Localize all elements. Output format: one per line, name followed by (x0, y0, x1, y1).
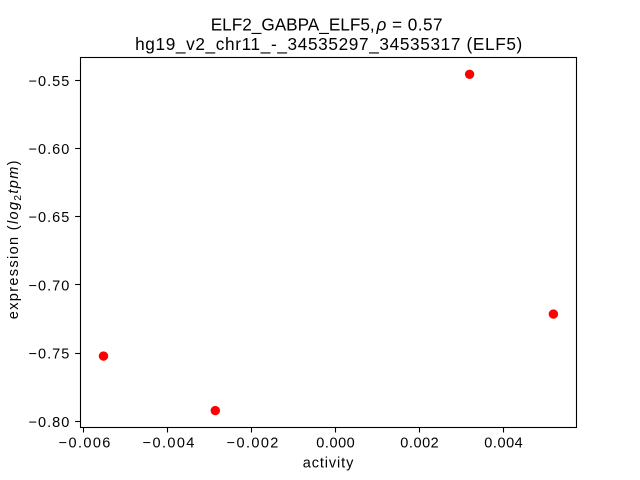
svg-text:activity: activity (303, 456, 355, 472)
svg-text:hg19_v2_chr11_-_34535297_34535: hg19_v2_chr11_-_34535297_34535317 (ELF5) (135, 34, 523, 54)
svg-text:0.002: 0.002 (400, 436, 439, 452)
svg-text:−0.55: −0.55 (29, 74, 71, 90)
svg-text:−0.002: −0.002 (227, 436, 280, 452)
svg-text:−0.75: −0.75 (29, 347, 71, 363)
svg-text:−0.80: −0.80 (29, 415, 71, 431)
svg-text:expression (log2tpm): expression (log2tpm) (6, 159, 24, 319)
svg-text:0.004: 0.004 (484, 436, 523, 452)
svg-text:ρ = 0.57: ρ = 0.57 (376, 15, 444, 35)
svg-text:0.000: 0.000 (316, 436, 355, 452)
svg-text:−0.70: −0.70 (29, 278, 71, 294)
svg-text:ELF2_GABPA_ELF5,: ELF2_GABPA_ELF5, (211, 15, 375, 35)
svg-text:−0.65: −0.65 (29, 210, 71, 226)
svg-text:−0.006: −0.006 (59, 436, 112, 452)
svg-text:−0.004: −0.004 (143, 436, 196, 452)
svg-text:−0.60: −0.60 (29, 142, 71, 158)
